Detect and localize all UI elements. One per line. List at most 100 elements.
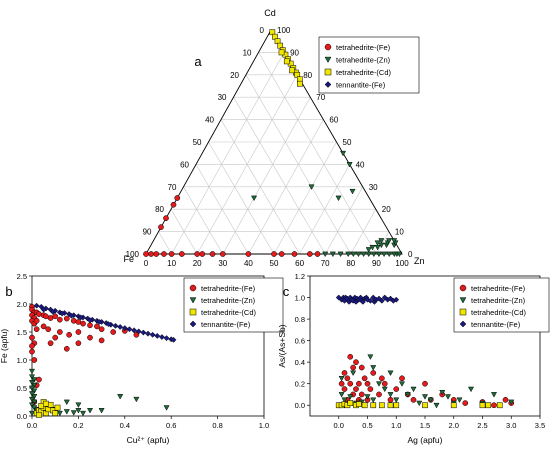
data-point [121,325,128,332]
data-point [416,400,423,407]
x-tick-label: 0.8 [212,421,222,430]
data-point [31,382,38,389]
y-tick-label: 0.4 [295,358,305,367]
grid-line [273,141,337,255]
scatter-panel-b: 0.0 0.2 0.4 0.6 0.8 1.0 0.0 0.5 1.0 1.5 2.0 2.5 Cu²⁺… [0,272,284,445]
data-point [271,251,277,257]
data-point [36,376,42,383]
data-point [194,251,201,257]
y-tick-label: 1.2 [295,272,305,281]
data-point [80,410,87,417]
y-tick-label: 2.5 [17,272,27,281]
grid-line [158,231,172,255]
tick-label: 10 [243,48,252,57]
data-point [381,380,388,387]
y-tick-label: 0.5 [17,384,27,393]
data-point [170,336,177,343]
data-point [410,396,417,403]
grid-line [258,52,377,255]
x-tick-label: 3.0 [506,421,516,430]
y-tick-label: 0.0 [17,412,27,421]
data-point [168,251,175,257]
data-point [47,340,54,347]
data-point [306,251,313,257]
data-point [40,323,47,330]
data-point [375,381,383,387]
data-point [393,402,400,409]
data-point [96,318,103,325]
y-tick-label: 1.0 [17,356,27,365]
grid-line [195,164,249,255]
x-tick-label: 2.0 [449,421,459,430]
data-point [29,348,35,355]
legend-label: tennantite-(Fe) [201,320,251,329]
data-point [31,399,38,406]
y-tick-label: 0.0 [295,401,305,410]
data-point [433,402,440,409]
data-point [396,251,403,258]
tick-label: 40 [244,259,253,268]
data-point [360,251,367,258]
data-point [31,394,38,400]
vertex-label-cd: Cd [264,8,276,18]
x-tick-label: 0.2 [73,421,83,430]
data-point [154,332,161,339]
data-point [365,247,372,253]
data-point [98,408,105,414]
data-point [63,399,70,406]
data-point [358,391,365,398]
data-point [174,195,181,201]
data-point [387,402,394,409]
data-point [52,410,59,417]
legend-label: tetrahedrite-(Cd) [336,68,392,77]
data-point [145,330,151,337]
data-point [133,396,140,403]
data-point [456,397,463,403]
legend-label: tennantite-(Fe) [471,320,521,329]
legend-marker [189,284,197,292]
legend-marker [459,297,467,304]
data-point [358,364,365,371]
x-tick-label: 0.6 [166,421,176,430]
y-tick-label: 0.2 [295,380,305,389]
data-point [369,244,376,251]
data-point [356,380,362,387]
data-point [278,49,285,56]
y-tick-label: 0.8 [295,315,305,324]
data-point [29,334,35,341]
data-point [112,322,119,329]
data-point [439,389,446,396]
legend-label: tetrahedrite-(Cd) [471,308,527,317]
data-point [163,405,170,411]
data-point [283,58,290,65]
data-point [29,343,35,349]
data-point [28,402,36,408]
legend-label: tetrahedrite-(Zn) [471,296,526,305]
grid-line [222,97,311,255]
data-point [387,370,394,377]
data-point [131,327,138,334]
data-point [347,380,354,387]
data-point [170,201,177,208]
data-point [43,400,49,407]
legend-marker [459,320,467,328]
data-point [355,251,362,258]
data-point [399,375,405,382]
data-point [98,326,105,333]
y-tick-label: 1.5 [17,328,27,337]
data-point [40,306,47,313]
data-point [110,329,117,335]
grid-line [171,52,285,255]
data-point [349,188,356,195]
data-point [140,329,147,336]
legend-label: tetrahedrite-(Fe) [201,284,256,293]
legend-marker [459,308,467,316]
legend-box [453,277,550,333]
data-point [391,238,398,244]
data-point [462,400,469,406]
data-point [117,324,124,330]
data-point [421,394,429,400]
data-point [370,397,377,403]
legend-label: tennantite-(Fe) [336,81,386,90]
data-point [31,377,38,383]
